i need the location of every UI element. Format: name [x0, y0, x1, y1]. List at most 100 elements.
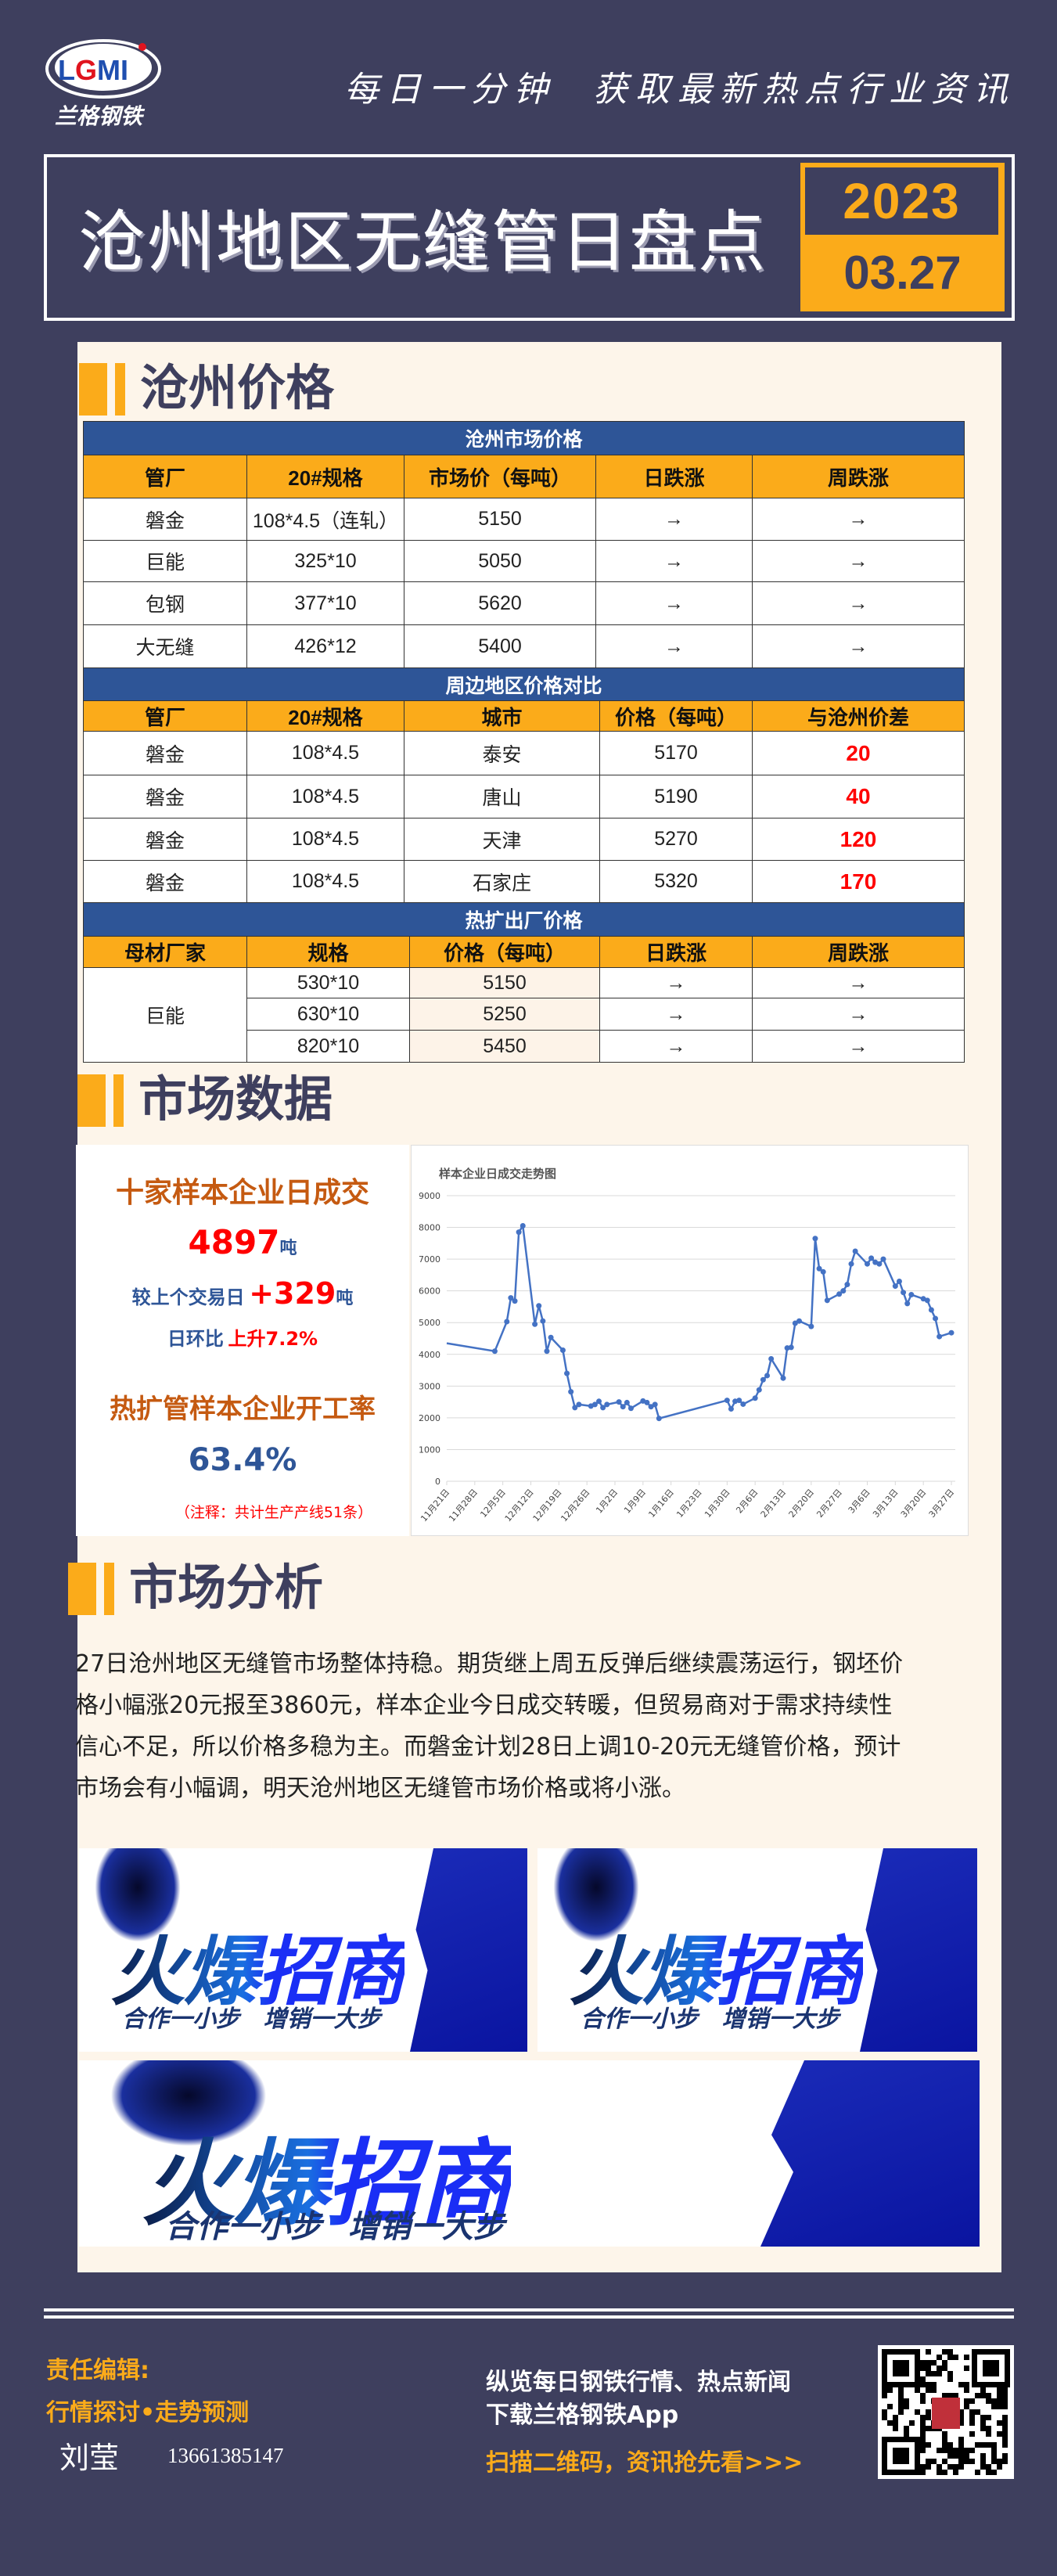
col-header: 规格	[246, 936, 410, 968]
cell: 325*10	[246, 540, 404, 582]
ad-banner-wide[interactable]: 火爆招商 合作一小步 增销一大步	[79, 2060, 980, 2247]
col-header: 价格（每吨）	[599, 700, 753, 732]
col-header: 日跌涨	[595, 455, 753, 498]
chart-title: 样本企业日成交走势图	[439, 1167, 556, 1181]
data-point	[933, 1315, 939, 1322]
data-point	[836, 1291, 843, 1297]
data-point	[656, 1416, 662, 1422]
cell: 5450	[409, 1030, 600, 1063]
cell: 426*12	[246, 624, 404, 668]
col-header: 母材厂家	[83, 936, 247, 968]
data-point	[880, 1256, 886, 1262]
data-point	[844, 1282, 850, 1288]
cell: 820*10	[246, 1030, 410, 1063]
promo-line-1: 纵览每日钢铁行情、热点新闻	[486, 2369, 791, 2396]
change-value: +329	[249, 1276, 336, 1311]
data-point	[812, 1236, 818, 1242]
arrow-icon: →	[752, 967, 965, 998]
x-tick-label: 1月23日	[674, 1488, 704, 1520]
promo-line-3: 扫描二维码，资讯抢先看>>>	[486, 2449, 804, 2477]
data-point	[620, 1404, 626, 1410]
data-point	[532, 1321, 538, 1327]
col-header: 管厂	[83, 455, 247, 498]
x-tick-label: 2月6日	[734, 1488, 760, 1516]
cell: 磐金	[83, 818, 247, 861]
data-point	[572, 1405, 578, 1411]
data-point	[508, 1295, 514, 1301]
data-point	[728, 1406, 734, 1412]
col-header: 周跌涨	[752, 455, 965, 498]
unit: 吨	[336, 1289, 354, 1308]
page-title: 沧州地区无缝管日盘点	[78, 203, 767, 282]
qr-code[interactable]	[878, 2345, 1014, 2479]
data-point	[616, 1399, 622, 1405]
table-row: 巨能 530*10 5150 → →	[83, 967, 965, 1063]
data-point	[564, 1370, 570, 1376]
x-tick-label: 12月5日	[478, 1488, 508, 1520]
data-point	[516, 1229, 522, 1236]
x-tick-label: 1月2日	[594, 1488, 620, 1516]
data-point	[544, 1348, 550, 1355]
data-point	[536, 1303, 542, 1309]
data-point	[548, 1334, 554, 1340]
analysis-text-line: 27日沧州地区无缝管市场整体持稳。期货继上周五反弹后继续震荡运行，钢坯价	[75, 1650, 904, 1678]
data-point	[928, 1307, 934, 1313]
date: 03.27	[843, 246, 962, 299]
data-point	[559, 1347, 566, 1354]
data-point	[600, 1405, 606, 1411]
cell: 377*10	[246, 581, 404, 625]
stats-panel: 十家样本企业日成交 4897吨 较上个交易日 +329吨 日环比 上升7.2% …	[76, 1145, 409, 1536]
cell: 108*4.5	[246, 731, 404, 775]
col-header: 周跌涨	[752, 936, 965, 968]
cell: 包钢	[83, 581, 247, 625]
data-point	[504, 1319, 510, 1325]
slogan: 每日一分钟 获取最新热点行业资讯	[344, 70, 1016, 110]
ad-tagline: 合作一小步 增销一大步	[122, 2006, 381, 2033]
table-row: 磐金 108*4.5 泰安 5170 20	[83, 731, 965, 775]
cell: 630*10	[246, 998, 410, 1031]
arrow-icon: →	[595, 540, 753, 582]
data-point	[520, 1223, 526, 1229]
data-point	[876, 1261, 883, 1267]
col-header: 管厂	[83, 700, 247, 732]
col-header: 价格（每吨）	[409, 936, 600, 968]
data-point	[820, 1268, 826, 1275]
editor-desc: 行情探讨•走势预测	[46, 2399, 250, 2427]
table-row: 磐金 108*4.5（连轧） 5150 → →	[83, 498, 965, 541]
cell: 天津	[404, 818, 600, 861]
svg-text:L: L	[58, 54, 75, 86]
ad-banner[interactable]: 火爆招商 合作一小步 增销一大步	[537, 1848, 977, 2052]
y-tick-label: 7000	[419, 1254, 440, 1265]
table-row: 巨能 325*10 5050 → →	[83, 540, 965, 582]
year: 2023	[805, 167, 998, 235]
table-row: 630*10 5250 → →	[84, 998, 965, 1031]
y-tick-label: 2000	[419, 1413, 440, 1423]
arrow-icon: →	[752, 540, 965, 582]
x-tick-label: 1月9日	[622, 1488, 648, 1516]
cell: 108*4.5	[246, 775, 404, 818]
x-tick-label: 11月21日	[419, 1488, 451, 1524]
table-row: 磐金 108*4.5 石家庄 5320 170	[83, 860, 965, 903]
data-point	[724, 1398, 730, 1404]
cell: 5400	[404, 624, 596, 668]
arrow-icon: →	[752, 998, 965, 1031]
data-point	[760, 1376, 766, 1383]
rate-value: 63.4%	[188, 1442, 297, 1478]
series-line	[446, 1222, 952, 1420]
editor-label: 责任编辑:	[46, 2357, 149, 2384]
table-row: 包钢 377*10 5620 → →	[83, 581, 965, 625]
analysis-text-line: 市场会有小幅调，明天沧州地区无缝管市场价格或将小涨。	[75, 1775, 685, 1802]
qr-code-icon	[882, 2349, 1010, 2475]
ad-headline: 火爆招商	[142, 2107, 512, 2243]
cell: 磐金	[83, 775, 247, 818]
arrow-icon: →	[595, 498, 753, 541]
ad-banner[interactable]: 火爆招商 合作一小步 增销一大步	[79, 1848, 527, 2052]
data-point	[901, 1290, 907, 1296]
x-tick-label: 1月16日	[646, 1488, 676, 1520]
regional-compare-table: 周边地区价格对比 管厂 20#规格 城市 价格（每吨） 与沧州价差 磐金 108*4.5 泰…	[83, 667, 965, 903]
y-tick-label: 0	[435, 1477, 440, 1487]
cell: 5320	[599, 860, 753, 903]
col-header: 与沧州价差	[752, 700, 965, 732]
data-point	[652, 1401, 658, 1408]
cell: 泰安	[404, 731, 600, 775]
